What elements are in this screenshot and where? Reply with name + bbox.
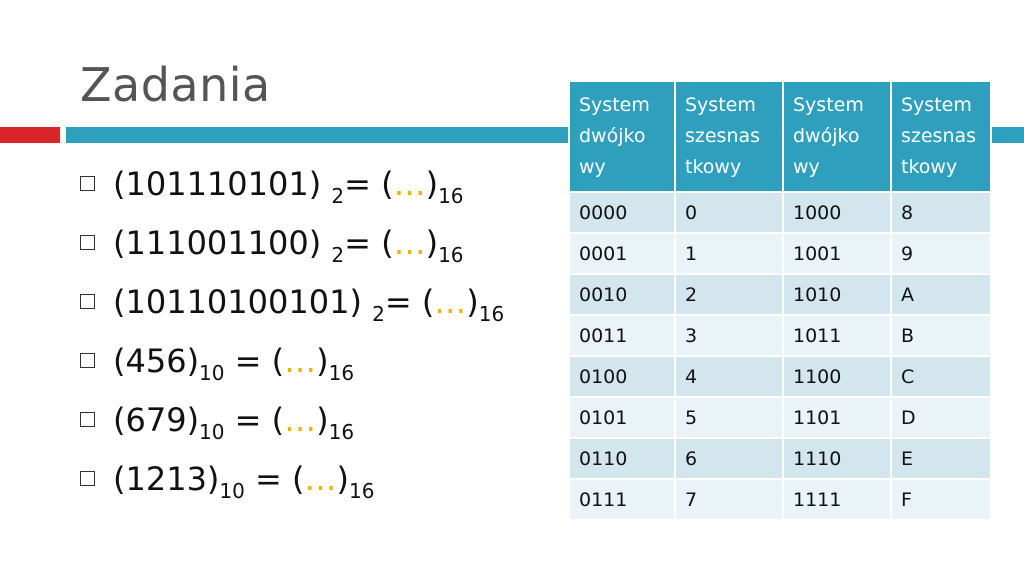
- task-item: (1213)10 = (…)16: [80, 457, 504, 516]
- table-cell: 1111: [782, 478, 892, 521]
- table-cell: 7: [674, 478, 784, 521]
- task-item: (111001100) 2= (…)16: [80, 221, 504, 280]
- table-cell: 0: [674, 191, 784, 234]
- table-cell: A: [890, 273, 992, 316]
- square-bullet-icon: [80, 175, 95, 191]
- square-bullet-icon: [80, 293, 95, 309]
- table-cell: 0001: [568, 232, 676, 275]
- table-cell: 0100: [568, 355, 676, 398]
- table-cell: F: [890, 478, 992, 521]
- table-cell: 0110: [568, 437, 676, 480]
- table-cell: 3: [674, 314, 784, 357]
- table-cell: D: [890, 396, 992, 439]
- table-row: 0000 0 1000 8: [568, 191, 992, 234]
- table-cell: 1110: [782, 437, 892, 480]
- table-cell: 0000: [568, 191, 676, 234]
- square-bullet-icon: [80, 411, 95, 427]
- binary-hex-table: System dwójko wy System szesnas tkowy System…: [568, 80, 992, 521]
- table-cell: B: [890, 314, 992, 357]
- table-cell: 1011: [782, 314, 892, 357]
- table-row: 0101 5 1101 D: [568, 396, 992, 439]
- table-cell: 0101: [568, 396, 676, 439]
- table-cell: 4: [674, 355, 784, 398]
- slide-title: Zadania: [80, 58, 271, 112]
- table-row: 0100 4 1100 C: [568, 355, 992, 398]
- task-item: (456)10 = (…)16: [80, 339, 504, 398]
- table-cell: 1001: [782, 232, 892, 275]
- table-cell: 2: [674, 273, 784, 316]
- header-binary-1: System dwójko wy: [568, 80, 676, 193]
- header-binary-2: System dwójko wy: [782, 80, 892, 193]
- table-row: 0001 1 1001 9: [568, 232, 992, 275]
- square-bullet-icon: [80, 234, 95, 250]
- table-row: 0010 2 1010 A: [568, 273, 992, 316]
- table-cell: 5: [674, 396, 784, 439]
- table-cell: E: [890, 437, 992, 480]
- table-header-row: System dwójko wy System szesnas tkowy System…: [568, 80, 992, 193]
- table-cell: 1: [674, 232, 784, 275]
- table-row: 0111 7 1111 F: [568, 478, 992, 521]
- table-cell: 1000: [782, 191, 892, 234]
- table-cell: 6: [674, 437, 784, 480]
- table-cell: 8: [890, 191, 992, 234]
- square-bullet-icon: [80, 352, 95, 368]
- table-cell: 1100: [782, 355, 892, 398]
- header-hex-1: System szesnas tkowy: [674, 80, 784, 193]
- table-cell: 9: [890, 232, 992, 275]
- table-cell: 1010: [782, 273, 892, 316]
- header-hex-2: System szesnas tkowy: [890, 80, 992, 193]
- square-bullet-icon: [80, 470, 95, 486]
- table-cell: 0111: [568, 478, 676, 521]
- task-item: (10110100101) 2= (…)16: [80, 280, 504, 339]
- table-cell: 0010: [568, 273, 676, 316]
- accent-bar-red: [0, 127, 60, 143]
- table-cell: 0011: [568, 314, 676, 357]
- table-cell: C: [890, 355, 992, 398]
- task-item: (679)10 = (…)16: [80, 398, 504, 457]
- task-list: (101110101) 2= (…)16 (111001100) 2= (…)1…: [80, 162, 504, 516]
- table-row: 0110 6 1110 E: [568, 437, 992, 480]
- task-item: (101110101) 2= (…)16: [80, 162, 504, 221]
- table-body: 0000 0 1000 8 0001 1 1001 9 0010 2 1010 A 0011 3 1011 B…: [568, 191, 992, 521]
- table-cell: 1101: [782, 396, 892, 439]
- table-row: 0011 3 1011 B: [568, 314, 992, 357]
